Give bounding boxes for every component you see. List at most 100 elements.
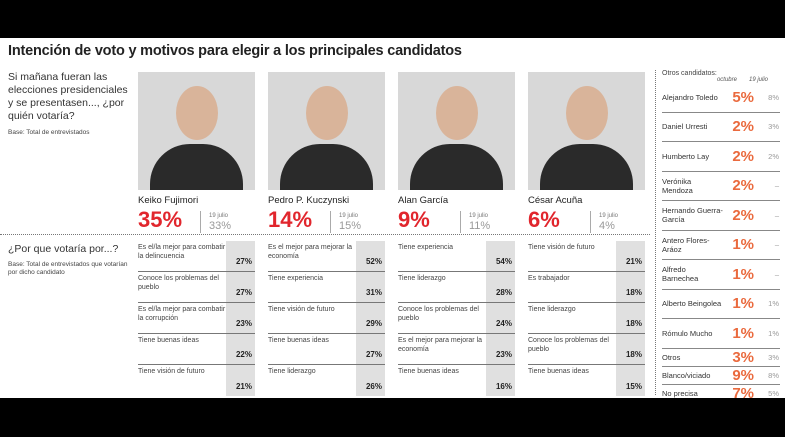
other-current: 2% [732,177,754,195]
others-title: Otros candidatos: [662,70,717,77]
other-name: Daniel Urresti [662,122,708,132]
other-previous: 1% [768,328,779,338]
table-row: Tiene experiencia 31% [268,272,385,303]
other-name: Alfredo Barnechea [662,265,699,284]
other-name: Alberto Beingolea [662,299,722,309]
previous-label: 19 julio [469,213,489,219]
candidate-card: Keiko Fujimori 35% 19 julio 33% [138,72,255,233]
previous-value: 15% [339,220,362,232]
table-row: Es el/la mejor para combatir la delincue… [138,241,255,272]
previous-value: 33% [209,220,232,232]
previous-value: 11% [469,220,491,232]
reason-text: Tiene liderazgo [398,275,446,282]
table-row: Tiene buenas ideas 15% [528,365,645,396]
other-candidate-row: Rómulo Mucho 1% 1% [662,319,780,349]
other-current: 2% [732,206,754,224]
other-previous: 3% [768,122,779,132]
candidate-name: Alan García [398,195,449,206]
other-candidate-row: Alejandro Toledo 5% 8% [662,83,780,113]
reason-text: Tiene buenas ideas [398,368,459,375]
previous-label: 19 julio [209,213,229,219]
question: Si mañana fueran las elecciones presiden… [8,71,128,137]
table-row: Tiene experiencia 54% [398,241,515,272]
candidate-name: César Acuña [528,195,583,206]
table-row: Tiene liderazgo 26% [268,365,385,396]
other-current: 3% [732,348,754,366]
reason-value: 54% [486,241,515,271]
other-current: 9% [732,366,754,384]
candidate-name: Pedro P. Kuczynski [268,195,350,206]
reason-text: Tiene visión de futuro [268,306,335,313]
other-previous: 8% [768,370,779,380]
reason-value: 21% [616,241,645,271]
other-candidates-panel: Otros candidatos: octubre 19 julio Alejan… [655,70,780,402]
col-current: octubre [716,77,737,83]
other-name: Otros [662,352,681,362]
reason-text: Es el/la mejor para combatir la corrupci… [138,306,226,322]
candidate-photo [268,72,385,190]
reason-value: 18% [616,272,645,302]
other-previous: – [774,269,779,279]
reason-text: Tiene buenas ideas [268,337,329,344]
table-row: Conoce los problemas del pueblo 18% [528,334,645,365]
other-candidate-row: Blanco/viciado 9% 8% [662,367,780,385]
reason-text: Tiene experiencia [398,244,453,251]
previous-label: 19 julio [339,213,359,219]
other-current: 5% [732,88,754,106]
table-row: Es el/la mejor para combatir la corrupci… [138,303,255,334]
reason-value: 27% [356,334,385,364]
other-candidate-row: Antero Flores-Aráoz 1% – [662,231,780,260]
previous-value: 4% [599,220,615,232]
current-percent: 6% [528,207,560,232]
other-previous: 8% [768,92,779,102]
reason-value: 27% [226,241,255,271]
other-name: Antero Flores-Aráoz [662,235,710,254]
reason-text: Es trabajador [528,275,570,282]
candidate-photo [138,72,255,190]
question-base: Base: Total de entrevistados [8,129,90,136]
table-row: Es el mejor para mejorar la economía 23% [398,334,515,365]
other-current: 1% [732,295,754,313]
table-row: Tiene visión de futuro 21% [138,365,255,396]
reason-text: Es el/la mejor para combatir la delincue… [138,244,226,260]
reason-text: Conoce los problemas del pueblo [138,275,219,291]
other-current: 1% [732,324,754,342]
reason-text: Tiene liderazgo [268,368,316,375]
col-previous: 19 julio [748,77,768,83]
reason-text: Es el mejor para mejorar la economía [398,337,483,353]
other-candidate-row: Alberto Beingolea 1% 1% [662,290,780,319]
reasons-table: Es el/la mejor para combatir la delincue… [138,241,255,396]
candidate-card: César Acuña 6% 19 julio 4% [528,72,645,233]
previous-percent: 19 julio 4% [590,211,618,233]
candidate-name: Keiko Fujimori [138,195,199,206]
candidate-photo [398,72,515,190]
current-percent: 14% [268,207,313,232]
other-candidate-row: Verónika Mendoza 2% – [662,172,780,201]
other-current: 1% [732,236,754,254]
reason-value: 22% [226,334,255,364]
reason-text: Tiene visión de futuro [138,368,205,375]
other-name: Humberto Lay [662,151,710,161]
why-base: Base: Total de entrevistados que votaría… [8,261,128,276]
reason-text: Tiene experiencia [268,275,323,282]
reason-value: 18% [616,303,645,333]
candidate-photo [528,72,645,190]
reason-value: 27% [226,272,255,302]
reason-text: Conoce los problemas del pueblo [528,337,609,353]
table-row: Tiene buenas ideas 22% [138,334,255,365]
reason-text: Tiene liderazgo [528,306,576,313]
reason-value: 26% [356,365,385,396]
reasons-table: Es el mejor para mejorar la economía 52% T… [268,241,385,396]
reason-text: Es el mejor para mejorar la economía [268,244,353,260]
reason-text: Conoce los problemas del pueblo [398,306,479,322]
table-row: Es trabajador 18% [528,272,645,303]
table-row: Tiene visión de futuro 29% [268,303,385,334]
other-name: Hernando Guerra-García [662,206,723,225]
table-row: Tiene buenas ideas 27% [268,334,385,365]
why-question: ¿Por que votaría por...? Base: Total de … [8,243,128,277]
other-name: No precisa [662,389,698,398]
reasons-table: Tiene visión de futuro 21% Es trabajador 18… [528,241,645,396]
reason-value: 24% [486,303,515,333]
other-current: 2% [732,118,754,136]
reason-value: 16% [486,365,515,396]
